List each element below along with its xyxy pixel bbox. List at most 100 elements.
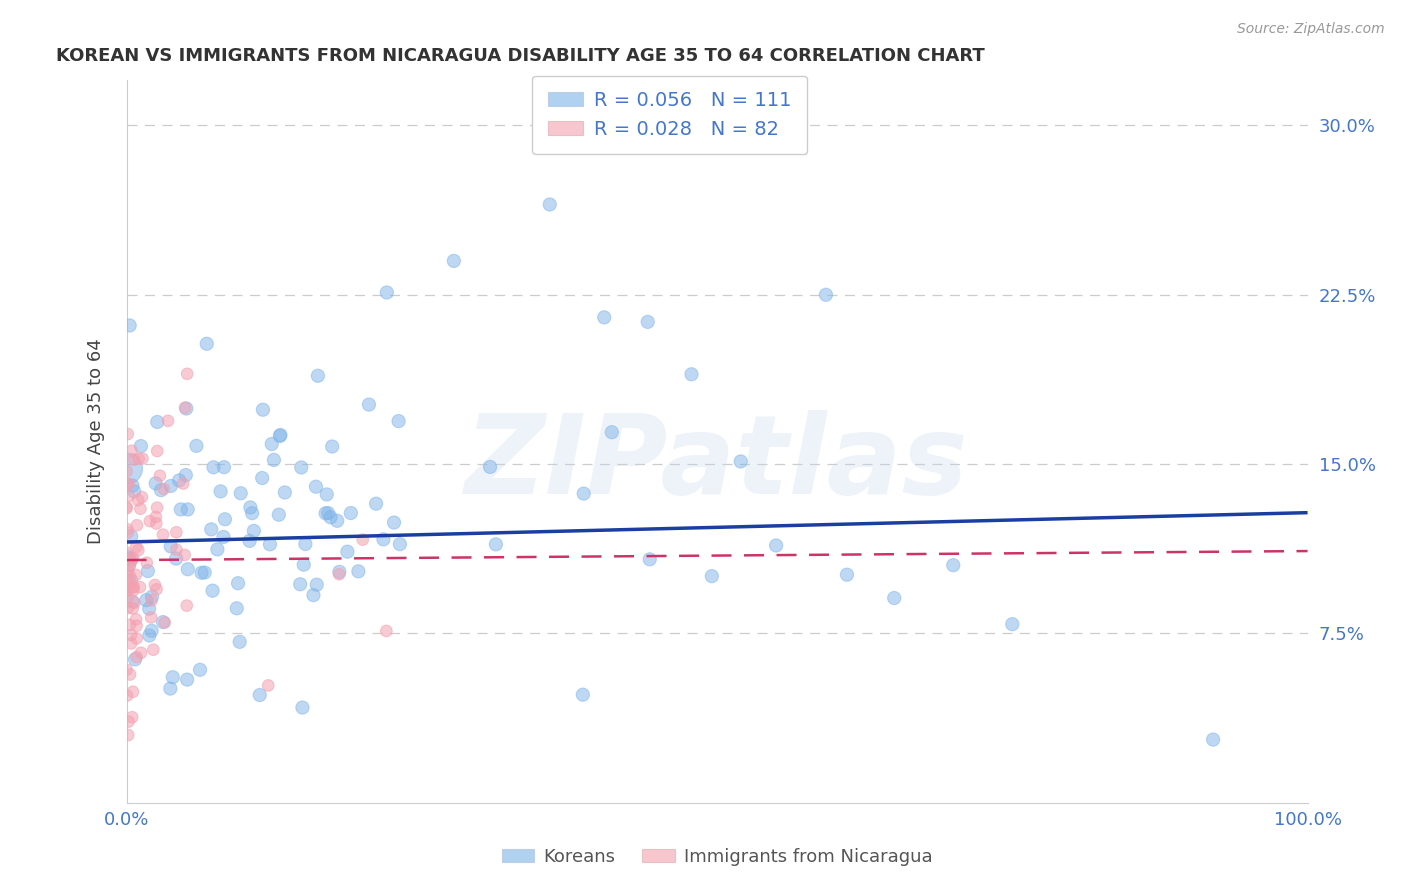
Point <box>307 368 329 383</box>
Point <box>814 287 837 301</box>
Point <box>122 580 145 594</box>
Point <box>294 537 316 551</box>
Point <box>145 516 167 531</box>
Point <box>141 590 163 604</box>
Point <box>375 285 398 300</box>
Point <box>118 476 141 491</box>
Point <box>131 490 153 504</box>
Point <box>115 583 138 598</box>
Point <box>115 477 138 491</box>
Point <box>136 564 159 578</box>
Point <box>638 552 661 566</box>
Point <box>364 497 387 511</box>
Point <box>226 576 249 591</box>
Point <box>125 540 148 554</box>
Point <box>146 415 169 429</box>
Point <box>118 551 141 566</box>
Point <box>387 414 409 428</box>
Point <box>228 635 250 649</box>
Point <box>315 487 337 501</box>
Point <box>118 559 141 574</box>
Point <box>121 552 143 566</box>
Point <box>172 476 194 491</box>
Point <box>117 601 139 615</box>
Point <box>593 310 616 325</box>
Point <box>765 539 787 553</box>
Point <box>239 500 262 515</box>
Point <box>145 582 167 597</box>
Point <box>152 615 174 629</box>
Y-axis label: Disability Age 35 to 64: Disability Age 35 to 64 <box>87 339 105 544</box>
Point <box>118 667 141 681</box>
Point <box>117 525 139 540</box>
Point <box>117 577 139 591</box>
Point <box>122 551 145 566</box>
Point <box>305 480 328 494</box>
Point <box>127 543 149 558</box>
Point <box>129 501 152 516</box>
Point <box>730 454 752 468</box>
Point <box>572 486 595 500</box>
Point <box>141 624 163 638</box>
Point <box>207 542 229 557</box>
Point <box>141 610 163 624</box>
Point <box>173 548 195 562</box>
Point <box>176 599 198 613</box>
Point <box>153 482 176 496</box>
Point <box>153 615 176 630</box>
Point <box>162 670 184 684</box>
Point <box>115 461 138 475</box>
Point <box>176 367 198 381</box>
Point <box>145 510 167 524</box>
Point <box>176 673 198 687</box>
Point <box>122 484 145 499</box>
Point <box>274 485 297 500</box>
Point <box>259 537 281 551</box>
Point <box>115 464 138 478</box>
Point <box>225 601 247 615</box>
Point <box>269 429 291 443</box>
Point <box>174 468 197 483</box>
Point <box>129 439 152 453</box>
Point <box>200 522 222 536</box>
Point <box>117 714 139 729</box>
Point <box>125 650 148 665</box>
Point <box>170 502 193 516</box>
Point <box>122 685 145 699</box>
Point <box>125 612 148 626</box>
Point <box>118 558 141 572</box>
Point <box>128 451 150 466</box>
Point <box>249 688 271 702</box>
Point <box>135 593 157 607</box>
Point <box>250 471 273 485</box>
Point <box>120 573 142 587</box>
Point <box>138 628 160 642</box>
Point <box>118 573 141 587</box>
Point <box>1202 732 1225 747</box>
Point <box>202 460 225 475</box>
Point <box>120 636 142 650</box>
Point <box>125 619 148 633</box>
Point <box>152 527 174 541</box>
Point <box>118 318 141 333</box>
Point <box>118 618 141 632</box>
Point <box>176 502 198 516</box>
Point <box>263 453 285 467</box>
Point <box>120 554 142 568</box>
Point <box>122 583 145 598</box>
Point <box>321 440 343 454</box>
Text: KOREAN VS IMMIGRANTS FROM NICARAGUA DISABILITY AGE 35 TO 64 CORRELATION CHART: KOREAN VS IMMIGRANTS FROM NICARAGUA DISA… <box>56 47 984 65</box>
Point <box>388 537 411 551</box>
Point <box>681 368 703 382</box>
Point <box>357 398 380 412</box>
Point <box>146 444 169 458</box>
Point <box>600 425 623 440</box>
Point <box>117 728 139 742</box>
Point <box>115 689 138 703</box>
Point <box>328 567 350 582</box>
Point <box>214 512 236 526</box>
Point <box>188 663 211 677</box>
Point <box>291 700 314 714</box>
Point <box>305 577 328 591</box>
Point <box>240 506 263 520</box>
